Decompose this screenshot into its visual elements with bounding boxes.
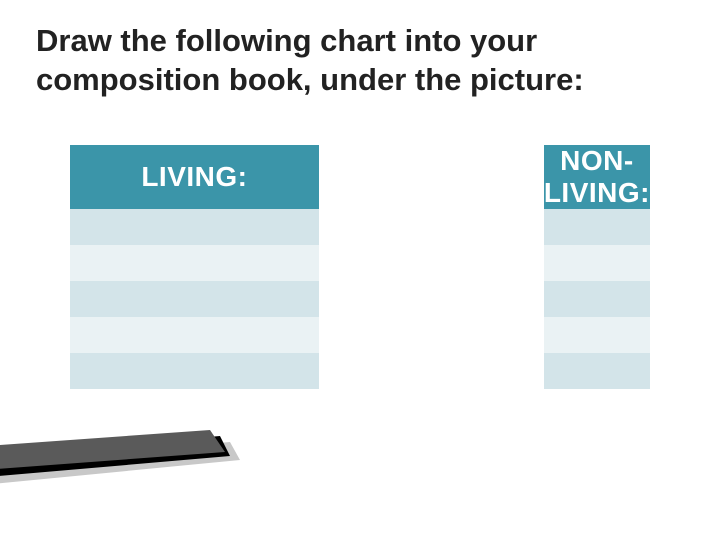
table-row [70,353,650,389]
cell-living [70,317,319,353]
cell-living [70,245,319,281]
table-row [70,245,650,281]
cell-nonliving [544,317,650,353]
cell-living [70,353,319,389]
cell-nonliving [544,353,650,389]
cell-living [70,209,319,245]
cell-living [70,281,319,317]
column-gap [319,281,544,317]
decorative-accent [0,400,290,520]
column-gap [319,209,544,245]
column-gap [319,317,544,353]
table-row [70,281,650,317]
table-row [70,317,650,353]
table-header-row: LIVING: NON-LIVING: [70,145,650,209]
cell-nonliving [544,281,650,317]
column-gap [319,145,544,209]
table-row [70,209,650,245]
column-header-nonliving: NON-LIVING: [544,145,650,209]
instruction-title: Draw the following chart into your compo… [36,22,680,100]
classification-table: LIVING: NON-LIVING: [70,145,650,389]
column-gap [319,353,544,389]
column-gap [319,245,544,281]
cell-nonliving [544,209,650,245]
cell-nonliving [544,245,650,281]
column-header-living: LIVING: [70,145,319,209]
